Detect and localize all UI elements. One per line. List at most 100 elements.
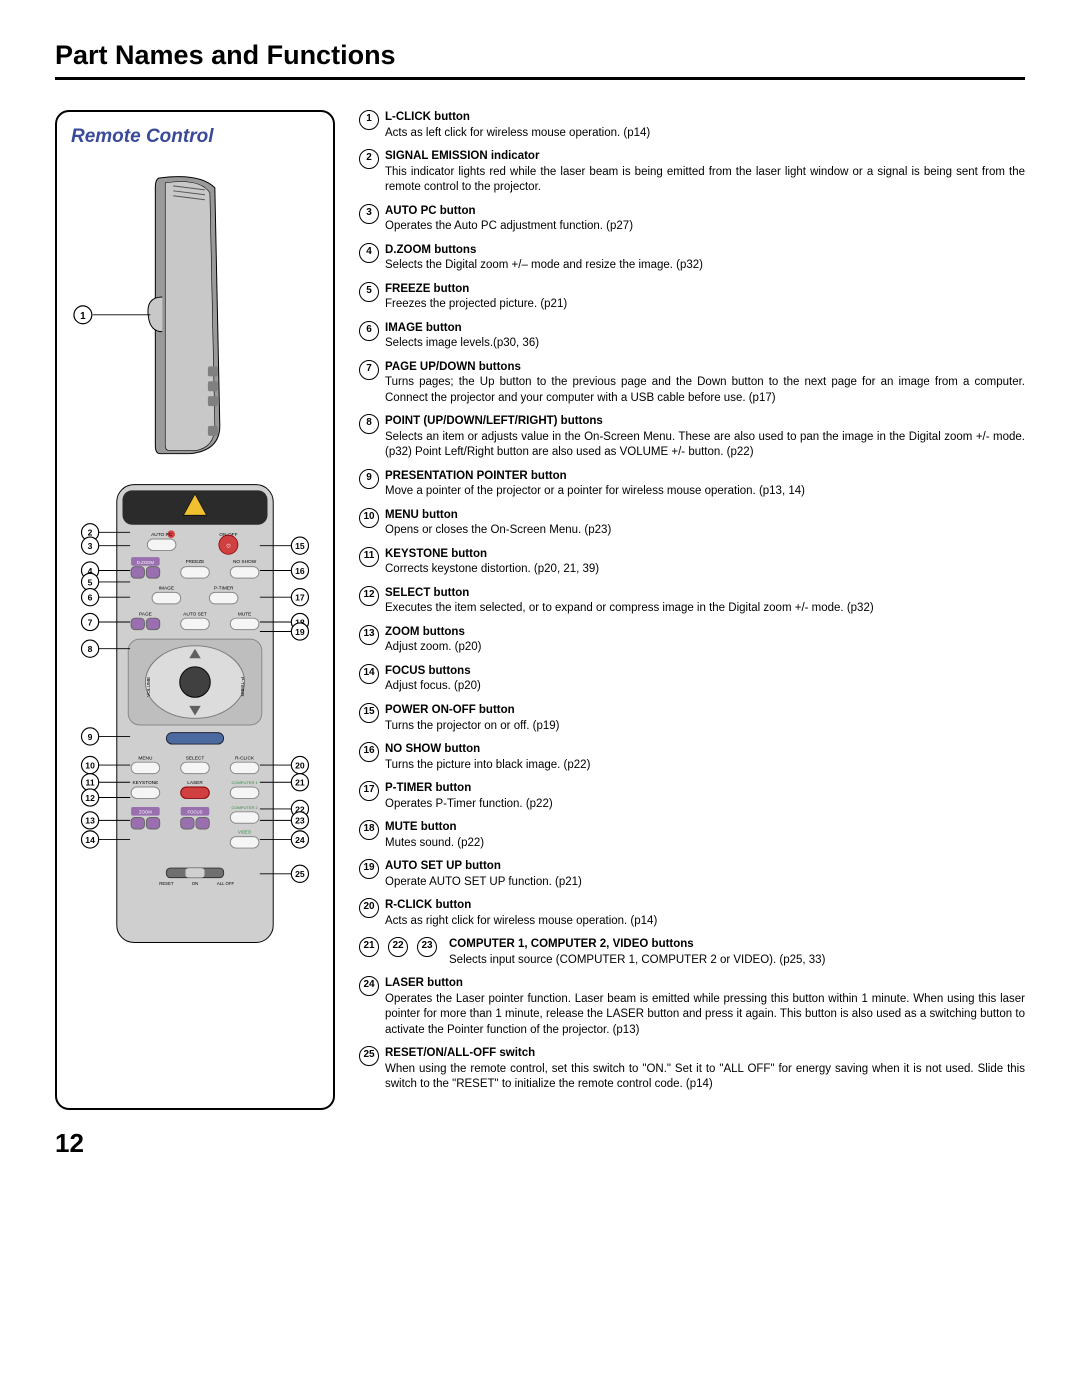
item-title: POINT (UP/DOWN/LEFT/RIGHT) buttons — [385, 414, 1025, 430]
remote-side-diagram: 1 — [71, 168, 319, 466]
svg-text:D.ZOOM: D.ZOOM — [137, 559, 155, 564]
item-title: P-TIMER button — [385, 781, 1025, 797]
item-title: KEYSTONE button — [385, 547, 1025, 563]
item-title: RESET/ON/ALL-OFF switch — [385, 1046, 1025, 1062]
item-number: 25 — [359, 1046, 379, 1066]
item-title: FOCUS buttons — [385, 664, 1025, 680]
desc-item: 212223COMPUTER 1, COMPUTER 2, VIDEO butt… — [359, 937, 1025, 968]
item-title: COMPUTER 1, COMPUTER 2, VIDEO buttons — [449, 937, 1025, 953]
item-number: 16 — [359, 742, 379, 762]
item-title: LASER button — [385, 976, 1025, 992]
svg-text:NO SHOW: NO SHOW — [233, 558, 257, 564]
svg-text:FOCUS: FOCUS — [188, 809, 203, 814]
svg-text:⏻: ⏻ — [227, 543, 231, 549]
callout-number: 7 — [88, 617, 93, 627]
desc-item: 1L-CLICK buttonActs as left click for wi… — [359, 110, 1025, 141]
desc-item: 19 AUTO SET UP buttonOperate AUTO SET UP … — [359, 859, 1025, 890]
svg-text:RESET: RESET — [159, 881, 174, 886]
item-text: Corrects keystone distortion. (p20, 21, … — [385, 562, 1025, 578]
desc-item: 4 D.ZOOM buttonsSelects the Digital zoom … — [359, 243, 1025, 274]
callout-number: 20 — [295, 760, 305, 770]
item-title: PAGE UP/DOWN buttons — [385, 360, 1025, 376]
item-number: 1 — [359, 110, 379, 130]
svg-text:ON: ON — [192, 881, 198, 886]
callout-number: 15 — [295, 541, 305, 551]
item-text: Adjust zoom. (p20) — [385, 640, 1025, 656]
callout-number: 5 — [88, 577, 93, 587]
callout-number: 9 — [88, 731, 93, 741]
svg-text:SELECT: SELECT — [186, 755, 205, 761]
item-title: L-CLICK button — [385, 110, 1025, 126]
item-number: 13 — [359, 625, 379, 645]
remote-front-diagram: AUTO PC ON-OFF ⏻ D.ZOOM D.ZOOM FREEZE NO… — [71, 477, 319, 963]
callout-number: 21 — [295, 777, 305, 787]
callout-number: 11 — [86, 777, 95, 787]
desc-item: 25RESET/ON/ALL-OFF switchWhen using the … — [359, 1046, 1025, 1093]
svg-text:KEYSTONE: KEYSTONE — [133, 780, 159, 786]
item-text: This indicator lights red while the lase… — [385, 165, 1025, 196]
item-number: 12 — [359, 586, 379, 606]
page-title: Part Names and Functions — [55, 40, 1025, 71]
item-number: 2 — [359, 149, 379, 169]
desc-item: 18MUTE buttonMutes sound. (p22) — [359, 820, 1025, 851]
item-number: 7 — [359, 360, 379, 380]
item-title: MENU button — [385, 508, 1025, 524]
desc-item: 20 R-CLICK buttonActs as right click for … — [359, 898, 1025, 929]
item-text: Adjust focus. (p20) — [385, 679, 1025, 695]
item-text: Turns the picture into black image. (p22… — [385, 758, 1025, 774]
item-number: 3 — [359, 204, 379, 224]
svg-text:ALL OFF: ALL OFF — [217, 881, 235, 886]
item-title: SELECT button — [385, 586, 1025, 602]
svg-text:LASER: LASER — [187, 780, 203, 786]
callout-number: 24 — [295, 834, 305, 844]
item-text: Opens or closes the On-Screen Menu. (p23… — [385, 523, 1025, 539]
item-text: Operate AUTO SET UP function. (p21) — [385, 875, 1025, 891]
item-text: Mutes sound. (p22) — [385, 836, 1025, 852]
item-text: Selects the Digital zoom +/– mode and re… — [385, 258, 1025, 274]
item-title: D.ZOOM buttons — [385, 243, 1025, 259]
item-number: 21 — [359, 937, 379, 957]
item-number: 17 — [359, 781, 379, 801]
item-title: PRESENTATION POINTER button — [385, 469, 1025, 485]
item-title: POWER ON-OFF button — [385, 703, 1025, 719]
item-text: Move a pointer of the projector or a poi… — [385, 484, 1025, 500]
svg-text:AUTO SET: AUTO SET — [183, 611, 207, 617]
item-text: Acts as right click for wireless mouse o… — [385, 914, 1025, 930]
item-title: ZOOM buttons — [385, 625, 1025, 641]
desc-item: 12SELECT buttonExecutes the item selecte… — [359, 586, 1025, 617]
item-title: AUTO SET UP button — [385, 859, 1025, 875]
item-number: 15 — [359, 703, 379, 723]
description-list: 1L-CLICK buttonActs as left click for wi… — [359, 110, 1025, 1101]
callout-number: 12 — [85, 792, 95, 802]
item-number: 10 — [359, 508, 379, 528]
item-number: 6 — [359, 321, 379, 341]
callout-number: 14 — [85, 834, 95, 844]
svg-text:P-TIMER: P-TIMER — [239, 677, 245, 697]
item-number: 9 — [359, 469, 379, 489]
page-number: 12 — [55, 1128, 1025, 1159]
item-number: 19 — [359, 859, 379, 879]
svg-text:R-CLICK: R-CLICK — [235, 755, 255, 761]
item-text: Operates the Auto PC adjustment function… — [385, 219, 1025, 235]
desc-item: 8POINT (UP/DOWN/LEFT/RIGHT) buttonsSelec… — [359, 414, 1025, 461]
item-title: SIGNAL EMISSION indicator — [385, 149, 1025, 165]
item-number: 20 — [359, 898, 379, 918]
desc-item: 10 MENU buttonOpens or closes the On-Scre… — [359, 508, 1025, 539]
item-title: R-CLICK button — [385, 898, 1025, 914]
callout-number: 13 — [85, 815, 95, 825]
svg-text:COMPUTER 1: COMPUTER 1 — [231, 780, 258, 785]
item-number: 4 — [359, 243, 379, 263]
desc-item: 11KEYSTONE buttonCorrects keystone disto… — [359, 547, 1025, 578]
callout-number: 8 — [88, 644, 93, 654]
item-title: NO SHOW button — [385, 742, 1025, 758]
item-number: 24 — [359, 976, 379, 996]
item-text: Selects an item or adjusts value in the … — [385, 430, 1025, 461]
desc-item: 2 SIGNAL EMISSION indicatorThis indicator… — [359, 149, 1025, 196]
item-number: 14 — [359, 664, 379, 684]
desc-item: 7PAGE UP/DOWN buttonsTurns pages; the Up… — [359, 360, 1025, 407]
item-text: Operates the Laser pointer function. Las… — [385, 992, 1025, 1039]
item-title: AUTO PC button — [385, 204, 1025, 220]
svg-text:VIDEO: VIDEO — [238, 829, 252, 834]
item-number: 23 — [417, 937, 437, 957]
callout-number: 16 — [295, 565, 305, 575]
